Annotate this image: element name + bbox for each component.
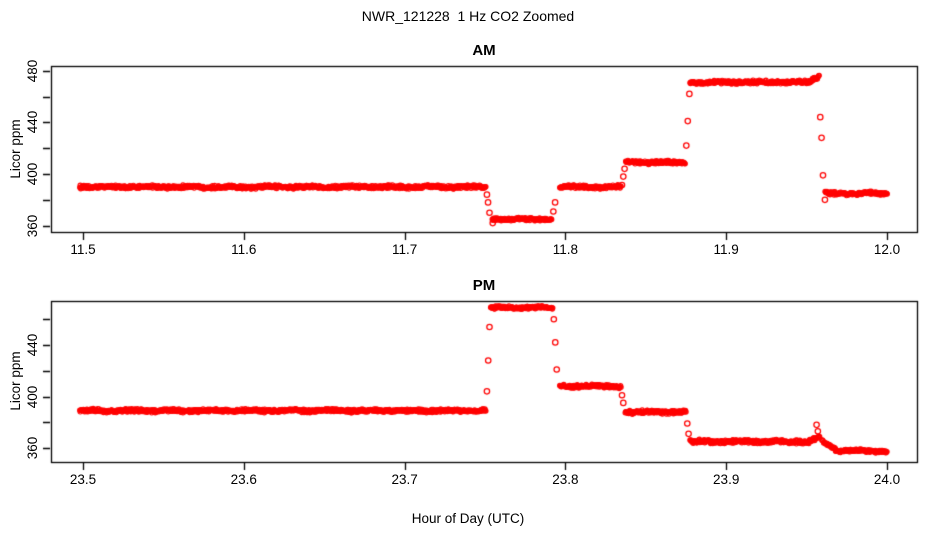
y-tick-label: 440 <box>25 333 40 357</box>
y-tick-label: 440 <box>25 111 40 134</box>
y-axis-label-am: Licor ppm <box>8 119 23 179</box>
x-tick-label: 23.9 <box>713 472 740 487</box>
x-tick-label: 23.8 <box>552 472 579 487</box>
x-tick-label: 24.0 <box>873 472 901 487</box>
y-tick-label: 480 <box>25 59 40 82</box>
x-tick-label: 11.9 <box>713 242 739 257</box>
y-tick-label: 400 <box>25 385 40 408</box>
x-tick-label: 11.7 <box>391 242 418 257</box>
y-tick-label: 360 <box>25 436 40 460</box>
panel-title-am: AM <box>472 42 496 59</box>
x-tick-label: 23.5 <box>69 472 97 487</box>
y-axis-label-pm: Licor ppm <box>8 351 23 411</box>
figure-title: NWR_121228 1 Hz CO2 Zoomed <box>361 8 575 24</box>
x-axis-label: Hour of Day (UTC) <box>411 511 525 526</box>
panel-title-pm: PM <box>472 277 496 294</box>
x-tick-label: 11.8 <box>552 242 579 257</box>
y-tick-label: 360 <box>25 214 40 237</box>
x-tick-label: 11.5 <box>70 242 96 257</box>
x-tick-label: 23.6 <box>230 472 257 487</box>
y-tick-label: 400 <box>25 162 40 186</box>
x-tick-label: 11.6 <box>231 242 257 257</box>
x-tick-label: 23.7 <box>391 472 418 487</box>
x-tick-label: 12.0 <box>873 242 901 257</box>
